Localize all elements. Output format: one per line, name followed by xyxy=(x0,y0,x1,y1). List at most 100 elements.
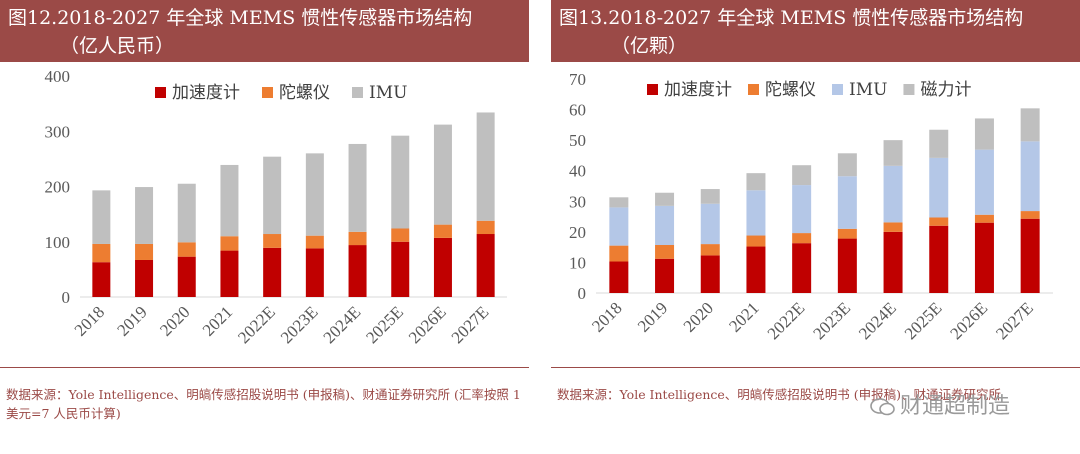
y-tick-label: 20 xyxy=(569,223,586,242)
legend-swatch xyxy=(748,84,759,95)
bar-segment-4 xyxy=(1020,108,1040,142)
right-stacked-bar-chart: 0 10 20 30 40 50 60 70 2018 2019 2020 2021 2022E 2023… xyxy=(569,70,1053,343)
bar-segment-2 xyxy=(220,236,239,251)
bar-segment-2 xyxy=(792,233,812,244)
y-tick-label: 200 xyxy=(45,178,71,197)
right-chart-title: 图13.2018-2027 年全球 MEMS 惯性传感器市场结构 xyxy=(559,7,1024,29)
bar-segment-2 xyxy=(433,224,452,238)
bar-segment-1 xyxy=(220,250,239,297)
bar-segment-3 xyxy=(476,112,495,221)
bar-segment-4 xyxy=(974,118,994,150)
bar-segment-1 xyxy=(391,241,410,297)
x-tick-label: 2020 xyxy=(680,298,717,335)
x-tick-label: 2018 xyxy=(588,298,625,335)
legend-swatch xyxy=(832,84,843,95)
bar-segment-1 xyxy=(883,231,903,293)
left-divider xyxy=(0,367,529,368)
bar-segment-2 xyxy=(92,243,111,263)
x-tick-label: 2024E xyxy=(855,298,900,343)
bar-segment-3 xyxy=(746,190,766,236)
x-tick-label: 2021 xyxy=(199,302,236,339)
right-title-bar: 图13.2018-2027 年全球 MEMS 惯性传感器市场结构 （亿颗） xyxy=(551,0,1080,62)
bar-segment-2 xyxy=(883,222,903,232)
x-tick-label: 2018 xyxy=(71,302,108,339)
bar-segment-3 xyxy=(177,183,196,243)
legend-label: IMU xyxy=(369,83,407,103)
bar-segment-1 xyxy=(655,258,675,293)
watermark: 财通超制造 xyxy=(870,388,1010,420)
bar-segment-3 xyxy=(929,157,949,218)
bar-segment-2 xyxy=(837,228,857,239)
y-tick-label: 0 xyxy=(62,288,71,307)
legend-label: 加速度计 xyxy=(664,80,732,100)
y-tick-label: 40 xyxy=(569,162,586,181)
bar-segment-3 xyxy=(883,165,903,223)
bar-segment-2 xyxy=(305,235,324,249)
x-tick-label: 2019 xyxy=(113,302,150,339)
bar-segment-1 xyxy=(700,255,720,293)
x-tick-label: 2021 xyxy=(725,298,762,335)
bar-segment-2 xyxy=(177,242,196,257)
x-tick-label: 2022E xyxy=(234,302,279,347)
bar-segment-4 xyxy=(655,192,675,206)
left-source-note: 数据来源：Yole Intelligence、明皜传感招股说明书 (申报稿)、财… xyxy=(6,387,521,421)
bar-segment-3 xyxy=(135,187,154,244)
bar-segment-1 xyxy=(929,225,949,293)
bar-segment-1 xyxy=(609,261,629,293)
bar-segment-4 xyxy=(837,153,857,177)
bar-segment-2 xyxy=(135,243,154,260)
legend-swatch xyxy=(647,84,658,95)
y-tick-label: 50 xyxy=(569,131,586,150)
x-tick-label: 2023E xyxy=(809,298,854,343)
x-tick-label: 2027E xyxy=(448,302,493,347)
bar-segment-3 xyxy=(655,205,675,246)
x-tick-label: 2025E xyxy=(362,302,407,347)
legend-swatch xyxy=(262,87,273,98)
bar-segment-3 xyxy=(305,153,324,236)
bar-segment-4 xyxy=(883,140,903,166)
y-tick-label: 100 xyxy=(45,233,71,252)
y-tick-label: 300 xyxy=(45,122,71,141)
right-divider xyxy=(551,367,1080,368)
bar-segment-2 xyxy=(348,231,367,246)
legend-label: 磁力计 xyxy=(920,80,971,100)
left-chart-panel: 图12.2018-2027 年全球 MEMS 惯性传感器市场结构 （亿人民币） … xyxy=(0,0,529,454)
bar-segment-1 xyxy=(92,262,111,297)
wechat-icon xyxy=(870,398,895,416)
bar-segment-2 xyxy=(263,234,282,248)
x-tick-label: 2022E xyxy=(764,298,809,343)
bar-segment-1 xyxy=(792,243,812,293)
x-tick-label: 2025E xyxy=(901,298,946,343)
bar-segment-3 xyxy=(433,124,452,225)
x-tick-label: 2023E xyxy=(277,302,322,347)
bar-segment-3 xyxy=(1020,141,1040,212)
y-tick-label: 70 xyxy=(569,70,586,89)
bar-segment-3 xyxy=(609,207,629,246)
bar-segment-3 xyxy=(220,164,239,237)
bar-segment-2 xyxy=(1020,211,1040,219)
bar-segment-1 xyxy=(348,245,367,297)
left-chart-title: 图12.2018-2027 年全球 MEMS 惯性传感器市场结构 xyxy=(8,7,473,29)
bar-segment-1 xyxy=(135,259,154,297)
x-tick-label: 2027E xyxy=(992,298,1037,343)
bar-segment-3 xyxy=(837,176,857,229)
bar-segment-2 xyxy=(974,214,994,223)
bar-segment-3 xyxy=(92,190,111,244)
bar-segment-1 xyxy=(177,256,196,297)
bar-segment-3 xyxy=(700,203,720,245)
bar-segment-2 xyxy=(476,220,495,235)
legend-swatch xyxy=(903,84,915,95)
bar-segment-2 xyxy=(746,235,766,247)
bar-segment-4 xyxy=(929,129,949,158)
bar-segment-2 xyxy=(655,245,675,259)
bar-segment-1 xyxy=(837,238,857,293)
bar-segment-4 xyxy=(792,165,812,186)
watermark-text: 财通超制造 xyxy=(900,394,1011,419)
bar-segment-4 xyxy=(746,173,766,191)
x-tick-label: 2024E xyxy=(320,302,365,347)
bar-segment-1 xyxy=(433,237,452,297)
legend-label: 陀螺仪 xyxy=(279,83,330,103)
bar-segment-1 xyxy=(476,234,495,297)
bar-segment-2 xyxy=(700,244,720,256)
